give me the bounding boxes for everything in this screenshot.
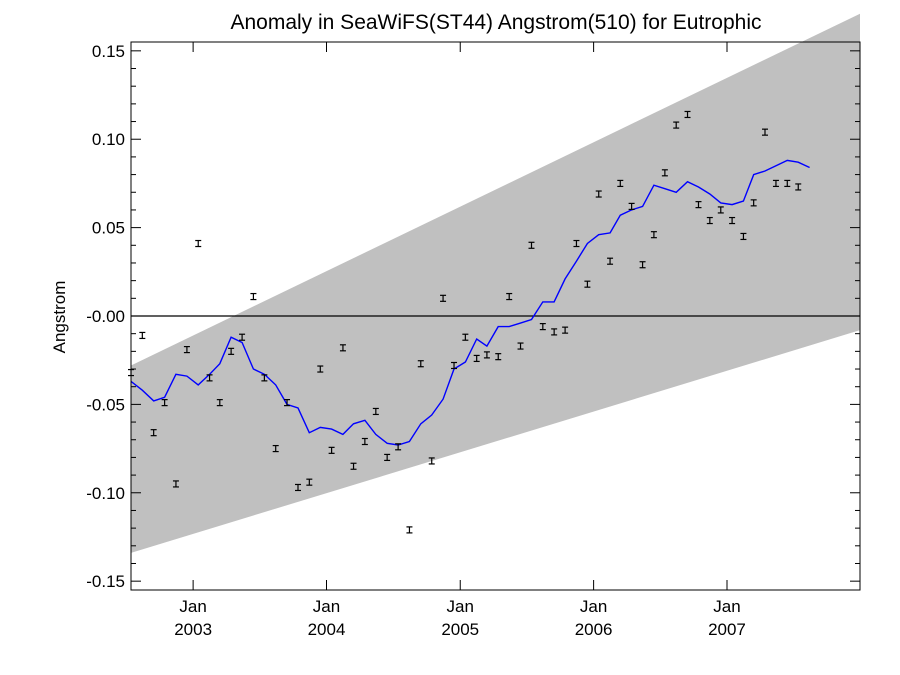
data-point xyxy=(250,292,257,301)
data-point xyxy=(294,483,301,492)
y-tick-label: 0.10 xyxy=(92,130,125,149)
data-point xyxy=(462,333,469,341)
y-tick-label: 0.05 xyxy=(92,219,125,238)
x-tick-year-label: 2005 xyxy=(441,620,479,639)
data-point xyxy=(539,323,546,331)
data-point xyxy=(784,179,791,188)
confidence-band-layer xyxy=(131,42,860,553)
data-point xyxy=(772,179,779,188)
data-point xyxy=(417,360,424,368)
data-point xyxy=(384,453,391,462)
data-point xyxy=(440,294,447,302)
data-point xyxy=(195,239,202,248)
y-tick-label: -0.15 xyxy=(86,572,125,591)
data-point xyxy=(750,199,757,207)
data-point xyxy=(639,261,646,269)
data-point xyxy=(306,478,313,486)
data-point xyxy=(551,328,558,336)
data-point xyxy=(272,444,279,453)
data-point xyxy=(317,365,324,373)
data-point xyxy=(216,399,223,407)
data-point xyxy=(506,292,513,301)
data-point xyxy=(395,443,402,451)
x-tick-month-label: Jan xyxy=(447,597,474,616)
data-point xyxy=(673,121,680,129)
data-point xyxy=(617,179,624,188)
data-point xyxy=(729,216,736,225)
y-axis-label: Angstrom xyxy=(50,281,69,354)
data-point xyxy=(150,429,157,437)
data-point xyxy=(206,374,213,382)
confidence-band-overflow xyxy=(801,13,860,42)
x-tick-month-label: Jan xyxy=(179,597,206,616)
data-point xyxy=(740,232,747,241)
confidence-band xyxy=(131,42,860,553)
data-point xyxy=(661,169,668,177)
data-point xyxy=(650,231,657,239)
x-tick-year-label: 2007 xyxy=(708,620,746,639)
data-point xyxy=(328,446,335,454)
data-point xyxy=(406,526,413,534)
data-point xyxy=(183,345,190,354)
data-point xyxy=(261,374,268,382)
data-point xyxy=(451,361,458,370)
x-tick-month-label: Jan xyxy=(713,597,740,616)
data-point xyxy=(795,183,802,191)
data-point xyxy=(372,407,379,416)
data-point xyxy=(517,342,524,350)
x-tick-year-label: 2003 xyxy=(174,620,212,639)
data-point xyxy=(717,206,724,214)
data-point xyxy=(495,353,502,361)
chart-title: Anomaly in SeaWiFS(ST44) Angstrom(510) f… xyxy=(230,11,761,34)
y-tick-label: -0.10 xyxy=(86,484,125,503)
data-point xyxy=(172,480,179,488)
data-point xyxy=(361,437,368,446)
data-point xyxy=(695,201,702,209)
data-point xyxy=(473,354,480,363)
trend-line xyxy=(131,159,810,446)
data-point xyxy=(239,333,246,341)
data-point xyxy=(562,326,569,334)
data-point xyxy=(483,351,490,359)
data-point xyxy=(284,399,291,407)
data-point xyxy=(584,280,591,288)
x-tick-year-label: 2006 xyxy=(575,620,613,639)
data-point xyxy=(350,462,357,470)
data-point xyxy=(595,190,602,198)
data-points-layer xyxy=(128,110,802,534)
data-point xyxy=(161,399,168,407)
data-point xyxy=(528,241,535,249)
x-tick-month-label: Jan xyxy=(313,597,340,616)
data-point xyxy=(628,202,635,210)
data-point xyxy=(761,128,768,136)
data-point xyxy=(228,347,235,355)
y-tick-label: 0.15 xyxy=(92,42,125,61)
data-point xyxy=(684,110,691,119)
x-tick-year-label: 2004 xyxy=(308,620,346,639)
axes-layer: 0.15 0.10 0.05 -0.00 -0.05 -0.10 -0.15 Jan 2003 J… xyxy=(86,42,860,639)
x-tick-month-label: Jan xyxy=(580,597,607,616)
y-tick-label: -0.00 xyxy=(86,307,125,326)
y-tick-label: -0.05 xyxy=(86,395,125,414)
trend-line-layer xyxy=(131,159,810,446)
data-point xyxy=(428,457,435,465)
data-point xyxy=(573,239,580,248)
data-point xyxy=(139,331,146,340)
data-point xyxy=(607,257,614,265)
data-point xyxy=(706,216,713,225)
data-point xyxy=(339,344,346,352)
